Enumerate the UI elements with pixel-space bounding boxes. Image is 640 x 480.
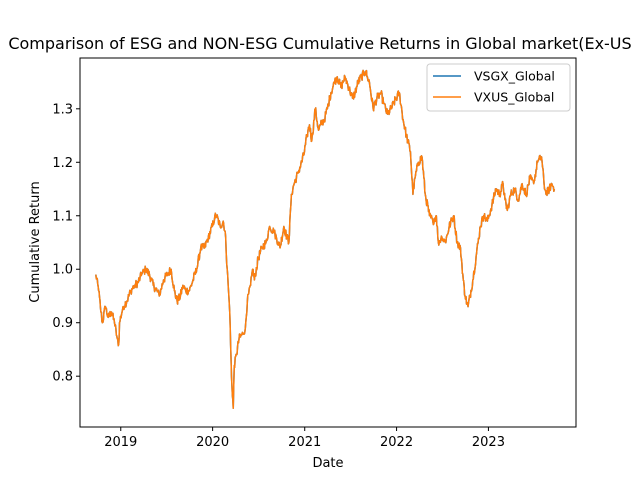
x-tick-label: 2020 xyxy=(196,435,229,450)
series-line-VXUS_Global xyxy=(95,69,556,410)
x-tick-label: 2021 xyxy=(288,435,321,450)
y-axis-label: Cumulative Return xyxy=(28,181,43,302)
plot-frame xyxy=(79,57,577,428)
x-tick-label: 2022 xyxy=(380,435,413,450)
series-layer xyxy=(95,69,556,410)
x-tick-label: 2023 xyxy=(472,435,505,450)
legend-label-VXUS_Global: VXUS_Global xyxy=(474,90,554,105)
x-axis: 2019 2020 2021 2022 2023 xyxy=(104,427,505,450)
legend: VSGX_Global VXUS_Global xyxy=(426,63,571,112)
y-tick-label: 1.0 xyxy=(52,263,73,278)
y-tick-label: 1.2 xyxy=(52,156,73,171)
legend-box xyxy=(426,63,571,112)
y-tick-label: 1.1 xyxy=(52,209,73,224)
y-tick-label: 0.8 xyxy=(52,370,73,385)
y-axis: 0.8 0.9 1.0 1.1 1.2 1.3 xyxy=(52,102,80,385)
x-tick-label: 2019 xyxy=(104,435,137,450)
chart-title: Comparison of ESG and NON-ESG Cumulative… xyxy=(8,34,631,53)
legend-label-VSGX_Global: VSGX_Global xyxy=(474,69,555,84)
y-tick-label: 1.3 xyxy=(52,102,73,117)
x-axis-label: Date xyxy=(312,456,343,471)
y-tick-label: 0.9 xyxy=(52,316,73,331)
